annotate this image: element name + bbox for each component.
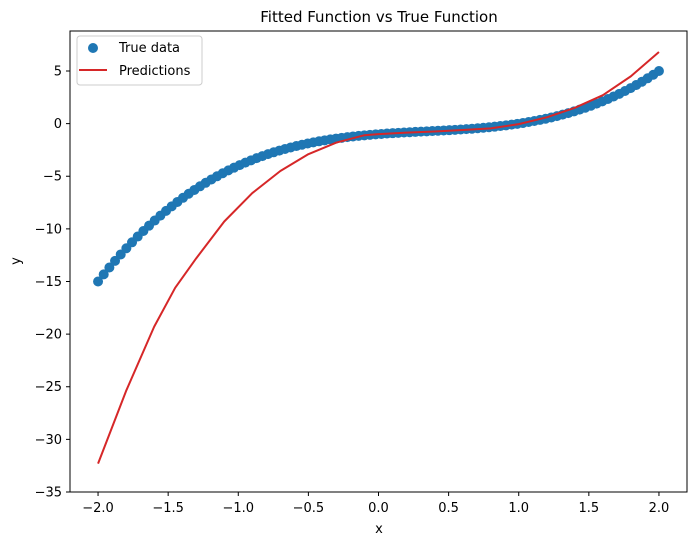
legend-box	[76, 35, 203, 86]
x-tick-label: 2.0	[649, 501, 670, 516]
y-tick-label: −5	[43, 170, 62, 185]
x-tick-label: 1.0	[508, 501, 529, 516]
x-tick-label: −0.5	[293, 501, 325, 516]
predictions-line	[97, 51, 660, 464]
legend-label-true-data: True data	[118, 41, 180, 56]
data-point	[104, 262, 115, 273]
x-tick-label: 0.5	[438, 501, 459, 516]
y-tick-label: −10	[35, 222, 62, 237]
x-tick-label: −1.0	[222, 501, 254, 516]
x-axis-ticks: −2.0 −1.5 −1.0 −0.5 0.0 0.5 1.0 1.5 2.0	[82, 492, 669, 516]
data-point	[653, 66, 664, 76]
legend: True data Predictions	[76, 35, 203, 86]
legend-marker-true-data	[88, 43, 98, 53]
y-tick-label: −20	[35, 328, 62, 343]
y-axis-label: y	[9, 257, 24, 265]
plot-frame	[69, 30, 688, 493]
x-axis-label: x	[375, 522, 383, 537]
y-tick-label: 0	[54, 117, 62, 132]
x-tick-label: −1.5	[152, 501, 184, 516]
x-tick-label: 1.5	[578, 501, 599, 516]
y-axis-ticks: −35 −30 −25 −20 −15 −10 −5 0 5	[35, 64, 70, 501]
y-tick-label: 5	[54, 64, 62, 79]
data-point	[110, 255, 121, 266]
x-tick-label: −2.0	[82, 501, 114, 516]
y-tick-label: −25	[35, 380, 62, 395]
y-tick-label: −30	[35, 433, 62, 448]
plot-area	[93, 51, 664, 464]
y-tick-label: −35	[35, 486, 62, 501]
legend-label-predictions: Predictions	[119, 64, 191, 79]
y-tick-label: −15	[35, 275, 62, 290]
data-point	[93, 276, 104, 287]
data-point	[98, 269, 109, 280]
chart-title: Fitted Function vs True Function	[260, 8, 497, 26]
x-tick-label: 0.0	[368, 501, 389, 516]
